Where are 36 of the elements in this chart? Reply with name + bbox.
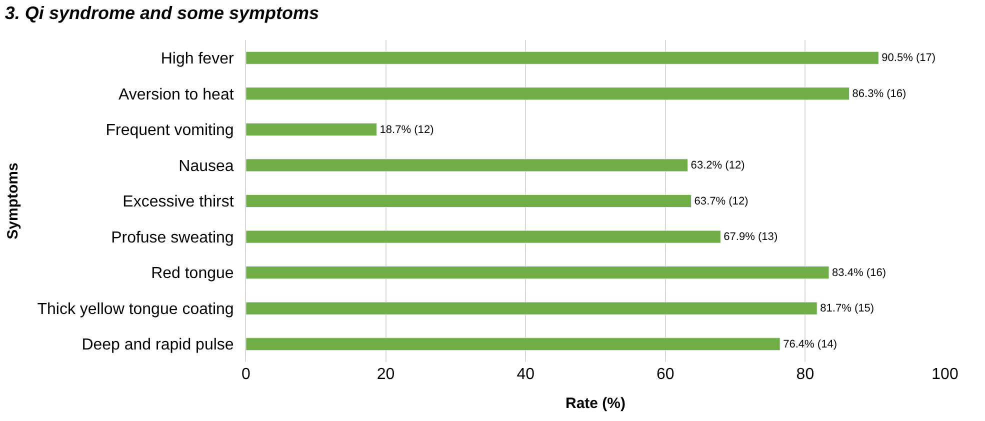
bar bbox=[246, 51, 879, 64]
data-label: 18.7% (12) bbox=[380, 124, 434, 136]
x-tick-label: 80 bbox=[796, 366, 814, 383]
data-label: 90.5% (17) bbox=[882, 52, 936, 64]
y-tick-label: Red tongue bbox=[151, 265, 234, 282]
x-tick-label: 0 bbox=[242, 366, 251, 383]
y-tick-label: Aversion to heat bbox=[118, 86, 234, 104]
y-tick-label: Excessive thirst bbox=[122, 194, 234, 211]
data-label: 67.9% (13) bbox=[724, 231, 778, 244]
y-tick-label: Deep and rapid pulse bbox=[82, 336, 234, 354]
bar bbox=[246, 194, 692, 208]
y-tick-label: Nausea bbox=[178, 158, 234, 175]
x-tick-label: 20 bbox=[376, 366, 395, 383]
y-axis-title: Symptoms bbox=[4, 162, 22, 240]
data-label: 76.4% (14) bbox=[783, 338, 838, 350]
y-tick-label: Frequent vomiting bbox=[106, 122, 234, 140]
y-tick-label: Profuse sweating bbox=[111, 229, 234, 246]
data-label: 63.7% (12) bbox=[694, 195, 748, 208]
x-tick-label: 100 bbox=[932, 366, 958, 383]
bar bbox=[246, 266, 830, 280]
x-tick-label: 60 bbox=[656, 366, 674, 383]
data-label: 63.2% (12) bbox=[690, 160, 745, 172]
bar bbox=[246, 302, 818, 315]
bar bbox=[246, 158, 688, 172]
y-tick-label: Thick yellow tongue coating bbox=[37, 300, 234, 318]
chart-title: 3. Qi syndrome and some symptoms bbox=[4, 2, 320, 23]
x-axis-title: Rate (%) bbox=[565, 395, 626, 412]
x-tick-label: 40 bbox=[516, 366, 535, 383]
bar bbox=[246, 338, 780, 351]
data-label: 81.7% (15) bbox=[820, 302, 874, 315]
y-tick-label: High fever bbox=[160, 50, 234, 68]
bar bbox=[246, 122, 377, 136]
data-label: 83.4% (16) bbox=[832, 266, 886, 279]
data-label: 86.3% (16) bbox=[852, 88, 906, 100]
bar bbox=[246, 87, 850, 100]
bar bbox=[246, 230, 721, 244]
